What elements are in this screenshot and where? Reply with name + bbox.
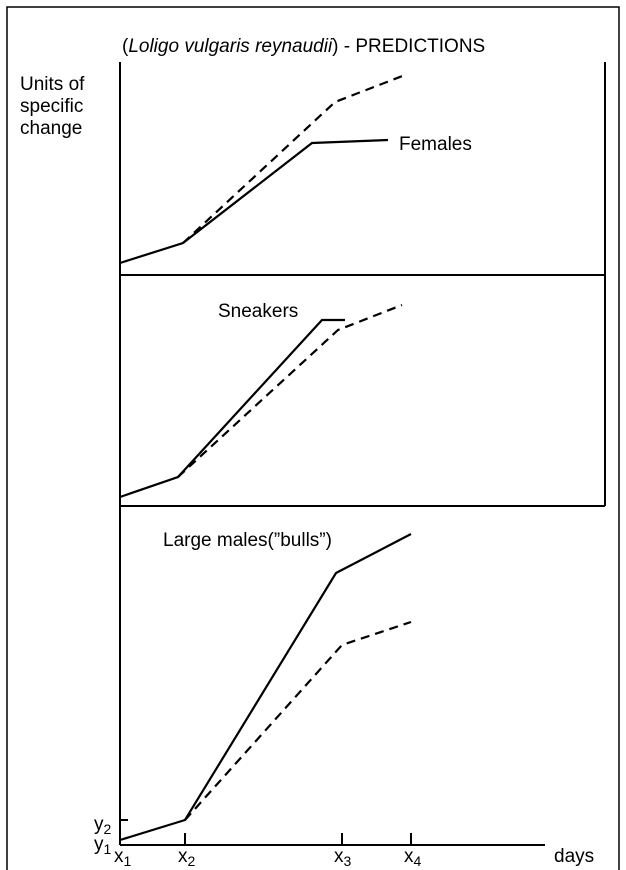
- label-part: 2: [104, 821, 112, 837]
- x-tick-label: x4: [404, 846, 422, 869]
- label-part: x: [334, 846, 344, 867]
- x-tick-label: x2: [178, 846, 196, 869]
- y-axis-label: Units of: [20, 74, 85, 95]
- panel-label: Large males(”bulls”): [163, 530, 332, 551]
- label-part: 2: [188, 853, 196, 869]
- panel-label: Sneakers: [218, 301, 298, 322]
- label-part: x: [178, 846, 188, 867]
- panel-label: Females: [399, 134, 472, 155]
- axes: [119, 62, 606, 846]
- title-rest: ) - PREDICTIONS: [332, 36, 485, 57]
- panel-females: Females: [119, 73, 472, 265]
- label-part: 4: [414, 853, 422, 869]
- title: (Loligo vulgaris reynaudii) - PREDICTION…: [122, 36, 485, 57]
- label-part: x: [114, 846, 124, 867]
- label-part: x: [404, 846, 414, 867]
- panel-large-males: Large males(”bulls”): [119, 530, 412, 842]
- label-part: 1: [104, 841, 112, 857]
- y-tick-label: y2: [94, 814, 112, 837]
- panel-sneakers: Sneakers: [119, 301, 403, 499]
- label-part: y: [94, 834, 104, 855]
- label-part: 1: [124, 853, 132, 869]
- x-tick-label: x3: [334, 846, 352, 869]
- x-axis-label: days: [554, 846, 594, 867]
- x-tick-label: x1: [114, 846, 132, 869]
- title-open: (: [122, 36, 129, 57]
- y-axis-label: specific: [20, 96, 83, 117]
- y-axis-label: change: [20, 118, 82, 139]
- label-part: y: [94, 814, 104, 835]
- title-species: Loligo vulgaris reynaudii: [128, 36, 333, 57]
- label-part: 3: [344, 853, 352, 869]
- y-tick-label: y1: [94, 834, 112, 857]
- frame: [6, 6, 620, 870]
